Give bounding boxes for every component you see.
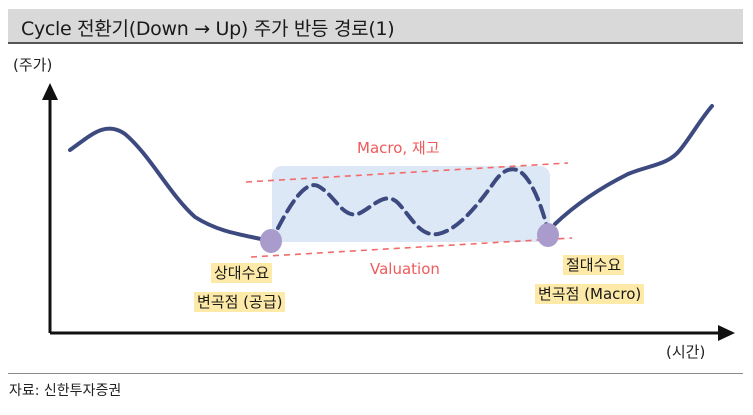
left-point-label-line2: 변곡점 (공급) bbox=[194, 292, 286, 312]
left-inflection-point bbox=[260, 229, 282, 253]
footer-rule bbox=[8, 373, 743, 374]
y-axis-label: (주가) bbox=[13, 56, 53, 74]
page-title: Cycle 전환기(Down → Up) 주가 반등 경로(1) bbox=[21, 18, 395, 40]
price-line-oscillation bbox=[276, 167, 550, 237]
price-line-decline bbox=[68, 126, 272, 243]
title-bar: Cycle 전환기(Down → Up) 주가 반등 경로(1) bbox=[8, 9, 743, 42]
price-line-recovery bbox=[553, 104, 714, 226]
rebound-band bbox=[272, 166, 550, 242]
y-axis-arrowhead bbox=[42, 83, 58, 100]
band-lower-label: Valuation bbox=[370, 260, 440, 278]
x-axis-label: (시간) bbox=[666, 343, 706, 361]
source-note: 자료: 신한투자증권 bbox=[9, 383, 122, 399]
left-point-label-line1: 상대수요 bbox=[211, 263, 273, 283]
right-inflection-point bbox=[537, 223, 559, 247]
band-upper-line bbox=[245, 162, 569, 183]
right-point-label-line2: 변곡점 (Macro) bbox=[535, 284, 645, 304]
title-underline bbox=[8, 42, 743, 44]
right-point-label-line1: 절대수요 bbox=[563, 255, 625, 275]
band-upper-label: Macro, 재고 bbox=[357, 139, 440, 157]
band-lower-line bbox=[250, 237, 573, 258]
x-axis-arrowhead bbox=[718, 325, 735, 341]
